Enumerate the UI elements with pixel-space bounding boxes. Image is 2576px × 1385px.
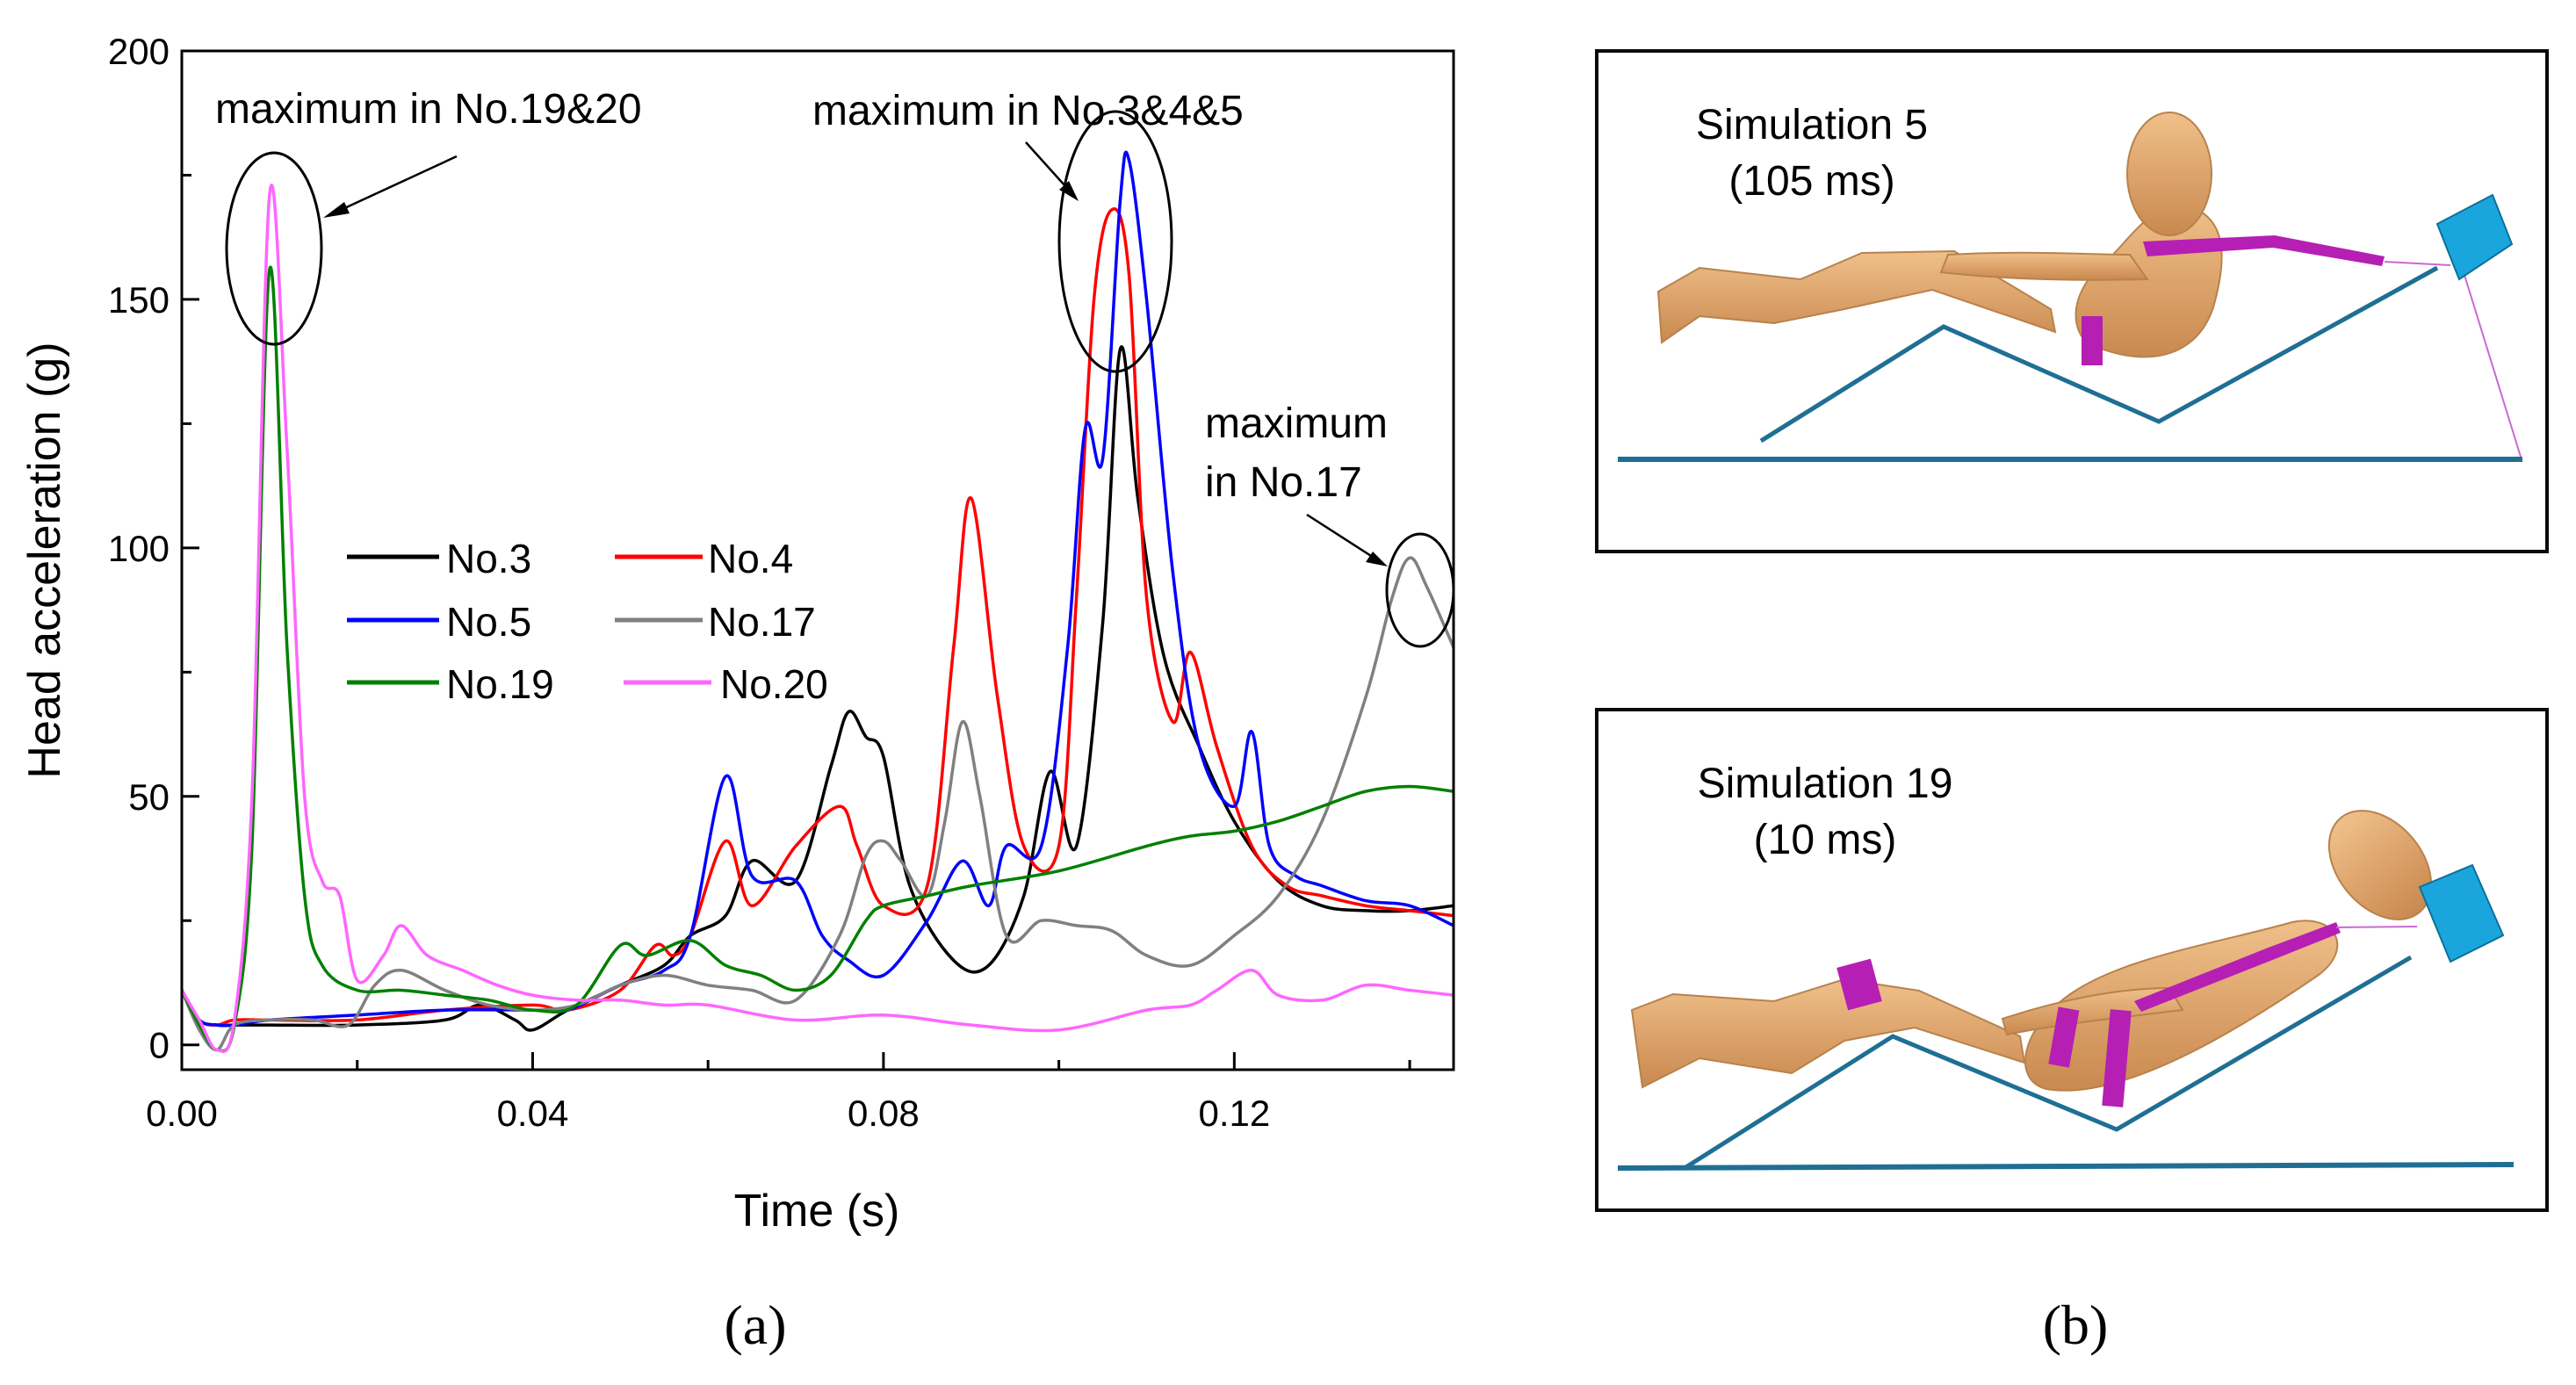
x-tick-label: 0.00 (146, 1093, 218, 1134)
series-line-no5 (182, 150, 1454, 1028)
annotation-arrow-no17 (1306, 513, 1382, 564)
sim5-time: (105 ms) (1728, 158, 1894, 205)
legend: No.3 No.4 No.5 No.17 No.19 No.20 (347, 536, 828, 707)
sim19-headrest (2418, 863, 2505, 963)
sim19-ramp (1683, 955, 2413, 1171)
annotation-arrow-no19-20 (328, 155, 458, 217)
legend-label-no20: No.20 (720, 661, 828, 707)
y-tick-label: 100 (108, 528, 170, 569)
annotation-arrowhead-no3-4-5 (1059, 181, 1079, 201)
sim19-title: Simulation 19 (1698, 761, 1953, 807)
sim5-lap-belt (2082, 316, 2103, 365)
annotation-label-no3-4-5: maximum in No.3&4&5 (812, 88, 1244, 134)
sim5-head (2126, 112, 2212, 236)
series-line-no19 (182, 265, 1454, 1053)
sim19-arm (2001, 986, 2184, 1036)
x-tick-label: 0.04 (497, 1093, 569, 1134)
annotation-label-no17-line1: maximum (1205, 400, 1388, 447)
sim5-headrest (2435, 193, 2514, 281)
series-line-no3 (182, 345, 1454, 1032)
annotations: maximum in No.19&20 maximum in No.3&4&5 … (215, 86, 1455, 648)
sim19-lap-belt-right (2102, 1009, 2132, 1107)
annotation-arrowhead-no17 (1366, 552, 1388, 566)
simulation-19-frame: Simulation 19 (10 ms) (1595, 708, 2549, 1212)
sim5-arms (1939, 251, 2149, 281)
simulation-5-frame: Simulation 5 (105 ms) (1595, 49, 2549, 553)
chart-panel-a: 0.00 0.04 0.08 0.12 0 50 100 150 200 Head accele… (19, 31, 1455, 1356)
y-tick-label: 50 (128, 776, 170, 818)
panel-label-b: (b) (2043, 1294, 2109, 1356)
legend-label-no4: No.4 (708, 536, 793, 581)
sim19-shoulder-belt (2134, 922, 2341, 1012)
sim19-border (1595, 708, 2549, 1212)
sim5-belt-anchor (2384, 261, 2451, 266)
y-axis-title: Head acceleration (g) (19, 342, 70, 778)
legend-label-no5: No.5 (446, 599, 531, 645)
tick-labels: 0.00 0.04 0.08 0.12 0 50 100 150 200 (108, 31, 1270, 1134)
y-tick-label: 200 (108, 31, 170, 72)
annotation-circle-no19-20 (225, 151, 323, 346)
sim19-knee-belt (1836, 958, 1882, 1011)
y-tick-label: 0 (149, 1025, 170, 1066)
legend-label-no3: No.3 (446, 536, 531, 581)
sim19-scene-illustration (1617, 810, 2515, 1171)
series-line-no20 (182, 184, 1454, 1054)
annotation-label-no19-20: maximum in No.19&20 (215, 86, 642, 133)
annotation-circle-no3-4-5 (1057, 110, 1173, 373)
panel-label-a: (a) (724, 1294, 786, 1356)
series-line-no17 (182, 556, 1454, 1052)
sim19-floor (1617, 1162, 2515, 1171)
annotation-arrowhead-no19-20 (323, 202, 350, 218)
plot-frame (180, 49, 1455, 1071)
x-tick-label: 0.08 (848, 1093, 920, 1134)
sim5-ramp (1759, 265, 2439, 444)
legend-label-no17: No.17 (708, 599, 816, 645)
x-axis-title: Time (s) (734, 1186, 900, 1237)
legend-label-no19: No.19 (446, 661, 554, 707)
sim19-head (2327, 810, 2433, 920)
y-tick-label: 150 (108, 279, 170, 321)
sim5-scene-illustration (1618, 112, 2522, 462)
sim5-shoulder-belt (2143, 235, 2385, 266)
sim19-time: (10 ms) (1754, 817, 1897, 863)
sim5-title: Simulation 5 (1696, 102, 1928, 148)
annotation-circle-no17 (1385, 532, 1455, 648)
series-line-no4 (182, 207, 1454, 1027)
panel-b: Simulation 5 (105 ms) (1595, 49, 2549, 1356)
axis-ticks (180, 49, 1411, 1070)
sim5-tether (2463, 271, 2522, 458)
sim19-lap-belt-left (2048, 1006, 2080, 1068)
annotation-label-no17-line2: in No.17 (1205, 459, 1362, 506)
x-tick-label: 0.12 (1198, 1093, 1270, 1134)
series-layer (182, 150, 1454, 1054)
